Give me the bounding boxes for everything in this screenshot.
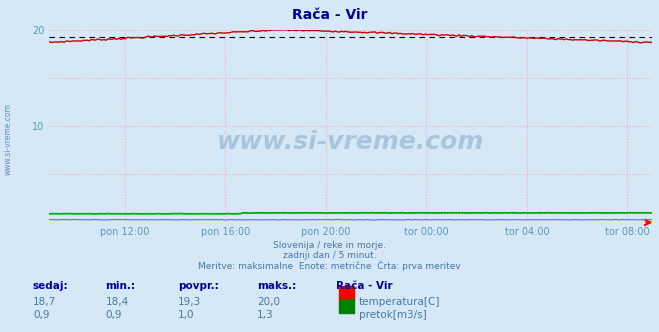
Text: sedaj:: sedaj: xyxy=(33,281,69,290)
Text: maks.:: maks.: xyxy=(257,281,297,290)
Text: zadnji dan / 5 minut.: zadnji dan / 5 minut. xyxy=(283,251,376,260)
Text: Slovenija / reke in morje.: Slovenija / reke in morje. xyxy=(273,241,386,250)
Text: Rača - Vir: Rača - Vir xyxy=(336,281,393,290)
Text: www.si-vreme.com: www.si-vreme.com xyxy=(217,129,484,154)
Text: povpr.:: povpr.: xyxy=(178,281,219,290)
Text: 0,9: 0,9 xyxy=(33,310,49,320)
Text: Meritve: maksimalne  Enote: metrične  Črta: prva meritev: Meritve: maksimalne Enote: metrične Črta… xyxy=(198,261,461,271)
Text: 18,7: 18,7 xyxy=(33,297,56,307)
Text: 0,9: 0,9 xyxy=(105,310,122,320)
Text: www.si-vreme.com: www.si-vreme.com xyxy=(3,104,13,175)
Text: pretok[m3/s]: pretok[m3/s] xyxy=(359,310,427,320)
Text: temperatura[C]: temperatura[C] xyxy=(359,297,441,307)
Text: 1,0: 1,0 xyxy=(178,310,194,320)
Text: 19,3: 19,3 xyxy=(178,297,201,307)
Text: Rača - Vir: Rača - Vir xyxy=(292,8,367,22)
Text: 1,3: 1,3 xyxy=(257,310,273,320)
Text: min.:: min.: xyxy=(105,281,136,290)
Text: 20,0: 20,0 xyxy=(257,297,280,307)
Text: 18,4: 18,4 xyxy=(105,297,129,307)
